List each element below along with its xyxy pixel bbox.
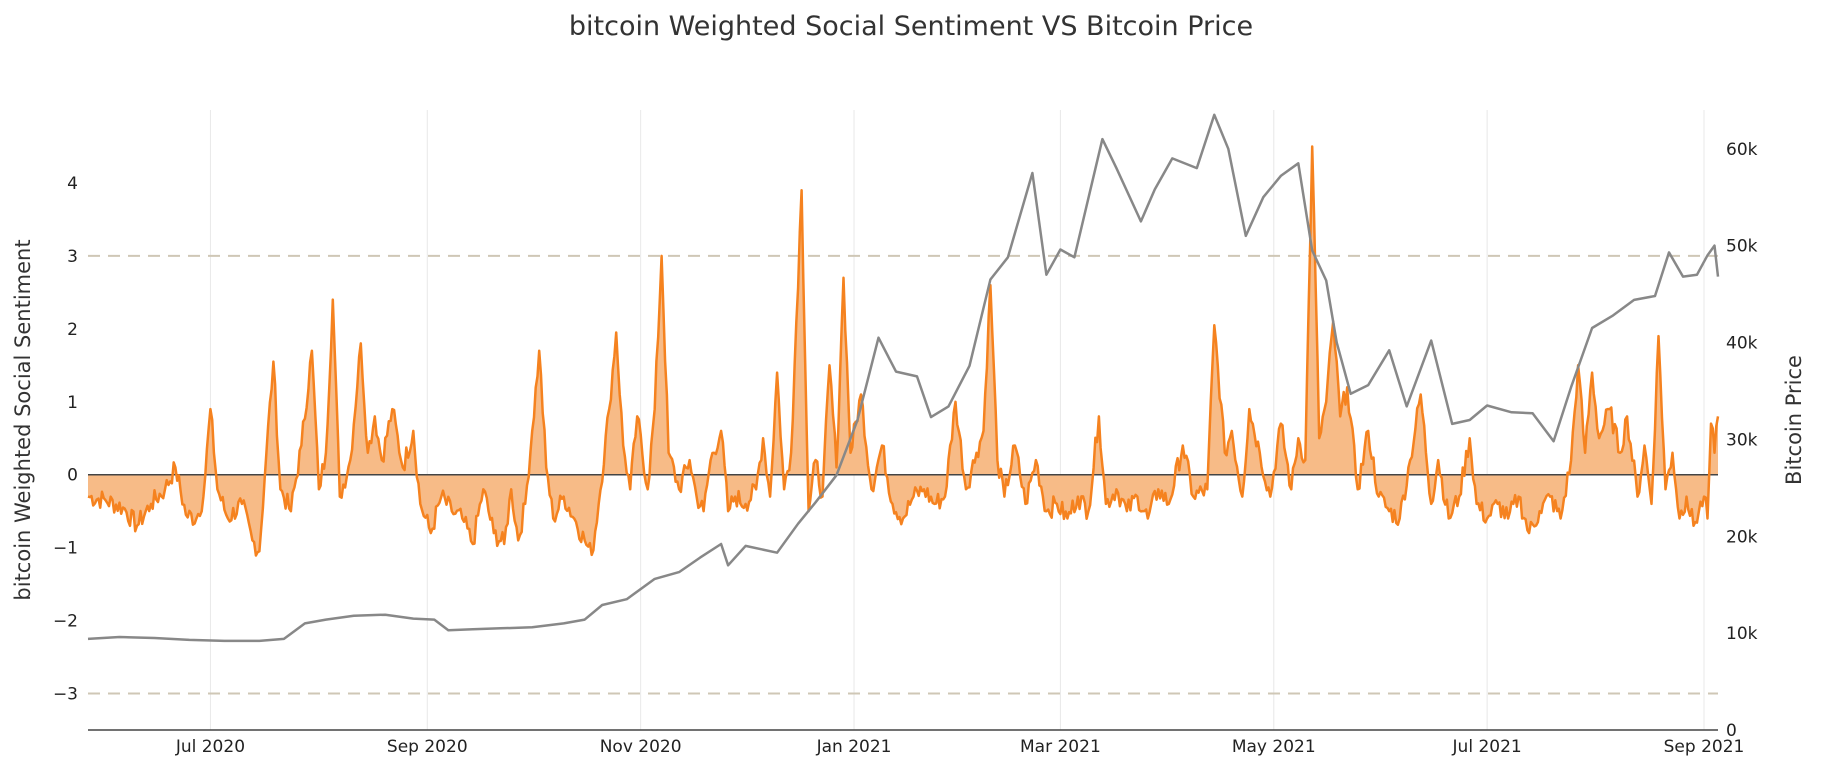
- price-line: [87, 113, 1720, 643]
- y-tick-label: 1: [67, 393, 78, 413]
- x-tick-label: Nov 2020: [600, 737, 682, 757]
- series-line-layer: [87, 113, 1720, 643]
- y-tick-label: −2: [53, 612, 78, 632]
- y2-tick-label: 10k: [1726, 624, 1758, 644]
- y-tick-label: 4: [67, 174, 78, 194]
- grid-layer: [88, 110, 1718, 730]
- y-tick-label: 2: [67, 320, 78, 340]
- x-tick-label: Jan 2021: [816, 737, 892, 757]
- x-tick-label: Sep 2020: [387, 737, 468, 757]
- y-tick-label: −3: [53, 685, 78, 705]
- x-tick-label: Jul 2020: [175, 737, 245, 757]
- y-tick-label: −1: [53, 539, 78, 559]
- y2-tick-label: 60k: [1726, 140, 1758, 160]
- y-tick-label: 3: [67, 247, 78, 267]
- x-tick-label: Mar 2021: [1020, 737, 1101, 757]
- axis-layer: Jul 2020 Sep 2020 Nov 2020 Jan 2021 Mar 2021…: [53, 140, 1758, 757]
- chart-title: bitcoin Weighted Social Sentiment VS Bit…: [569, 11, 1253, 42]
- sentiment-line: [87, 145, 1720, 557]
- y-tick-label: 0: [67, 466, 78, 486]
- y2-axis-title: Bitcoin Price: [1782, 355, 1806, 485]
- x-tick-label: Sep 2021: [1664, 737, 1745, 757]
- y2-tick-label: 0: [1726, 721, 1737, 741]
- y2-tick-label: 30k: [1726, 430, 1758, 450]
- y2-tick-label: 50k: [1726, 237, 1758, 257]
- x-tick-label: May 2021: [1232, 737, 1316, 757]
- y2-tick-label: 40k: [1726, 334, 1758, 354]
- y2-tick-label: 20k: [1726, 527, 1758, 547]
- y-axis-title: bitcoin Weighted Social Sentiment: [11, 239, 35, 600]
- x-tick-label: Jul 2021: [1452, 737, 1522, 757]
